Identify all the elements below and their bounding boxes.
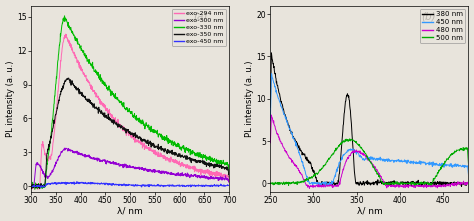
Text: (a): (a) xyxy=(193,11,208,21)
Y-axis label: PL intensity (a. u.): PL intensity (a. u.) xyxy=(245,61,254,137)
Legend: 380 nm, 450 nm, 480 nm, 500 nm: 380 nm, 450 nm, 480 nm, 500 nm xyxy=(420,9,465,43)
Y-axis label: PL intensity (a. u.): PL intensity (a. u.) xyxy=(6,61,15,137)
Legend: exo-294 nm, exo-300 nm, exo-330 nm, exo-350 nm, exo-450 nm: exo-294 nm, exo-300 nm, exo-330 nm, exo-… xyxy=(172,9,226,46)
X-axis label: λ/ nm: λ/ nm xyxy=(356,206,383,215)
Text: (b): (b) xyxy=(421,11,436,21)
X-axis label: λ/ nm: λ/ nm xyxy=(117,206,143,215)
